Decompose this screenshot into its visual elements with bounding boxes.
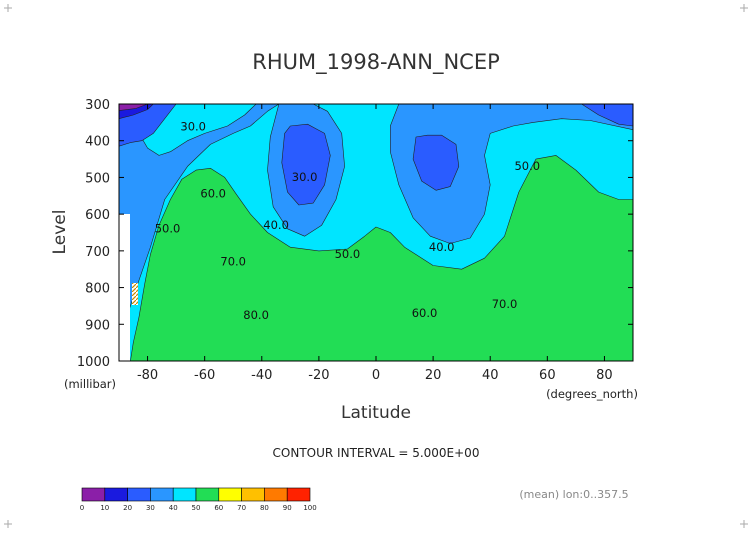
colorbar-swatch [172, 487, 197, 502]
x-tick-label: 80 [596, 368, 613, 383]
x-tick-label: 20 [425, 368, 442, 383]
contour-label: 70.0 [492, 297, 518, 311]
colorbar-swatch [127, 487, 151, 502]
colorbar-label: 50 [192, 504, 201, 512]
x-tick-label: 60 [539, 368, 556, 383]
missing-data-hatch [132, 283, 138, 305]
chart-title: RHUM_1998-ANN_NCEP [252, 50, 500, 75]
x-axis-label: Latitude [341, 403, 411, 423]
contour-label: 50.0 [155, 222, 181, 236]
x-tick-label: -60 [194, 368, 215, 383]
contour-region-50 [130, 155, 633, 361]
missing-data-area [119, 214, 130, 361]
colorbar-swatch [104, 487, 128, 502]
colorbar-swatch [150, 487, 174, 502]
x-tick-label: -20 [308, 368, 329, 383]
plot-area: 30.0 30.0 40.0 50.0 60.0 50.0 70.0 50.0 40.0 60.0… [119, 104, 633, 361]
colorbar-swatch [264, 487, 288, 502]
y-tick-label: 300 [85, 98, 110, 113]
colorbar-label: 30 [146, 504, 155, 512]
y-tick-label: 900 [85, 318, 110, 333]
y-tick-label: 500 [85, 171, 110, 186]
contour-label: 40.0 [429, 240, 455, 254]
y-tick-label: 800 [85, 282, 110, 297]
contour-interval-text: CONTOUR INTERVAL = 5.000E+00 [273, 446, 480, 460]
x-tick-label: -80 [137, 368, 158, 383]
colorbar-label: 80 [260, 504, 269, 512]
colorbar: 0 10 20 30 40 50 60 70 80 90 100 [80, 487, 317, 512]
colorbar-label: 60 [214, 504, 223, 512]
colorbar-label: 0 [80, 504, 84, 512]
contour-region-0 [119, 104, 148, 111]
contour-label: 50.0 [514, 159, 540, 173]
contour-label: 30.0 [180, 119, 206, 133]
crop-marks [4, 4, 748, 528]
contour-label: 30.0 [292, 170, 318, 184]
contour-region-20 [581, 104, 633, 127]
contour-label: 70.0 [220, 255, 246, 269]
colorbar-swatch [286, 487, 311, 502]
colorbar-label: 100 [303, 504, 316, 512]
contour-label: 60.0 [412, 306, 438, 320]
colorbar-swatch [241, 487, 265, 502]
contour-region-30 [390, 104, 633, 244]
contour-region-20 [281, 123, 331, 206]
colorbar-label: 40 [169, 504, 178, 512]
contour-region-20 [412, 134, 460, 191]
y-tick-label: 700 [85, 245, 110, 260]
y-units-label: (millibar) [64, 377, 116, 391]
colorbar-swatch [218, 487, 242, 502]
x-tick-label: 40 [482, 368, 499, 383]
y-tick-label: 1000 [77, 355, 110, 370]
contour-label: 80.0 [243, 308, 269, 322]
colorbar-label: 10 [100, 504, 109, 512]
y-axis-label: Level [50, 210, 70, 255]
contour-label: 40.0 [263, 218, 289, 232]
x-units-label: (degrees_north) [546, 387, 638, 401]
x-tick-label: -40 [251, 368, 272, 383]
mean-annotation: (mean) lon:0..357.5 [519, 488, 628, 501]
colorbar-label: 90 [283, 504, 292, 512]
y-tick-label: 600 [85, 208, 110, 223]
colorbar-label: 20 [123, 504, 132, 512]
contour-label: 50.0 [335, 247, 361, 261]
contour-label: 60.0 [200, 187, 226, 201]
colorbar-swatch [195, 487, 220, 502]
y-tick-label: 400 [85, 135, 110, 150]
colorbar-label: 70 [237, 504, 246, 512]
colorbar-swatch [81, 487, 106, 502]
x-tick-label: 0 [372, 368, 380, 383]
